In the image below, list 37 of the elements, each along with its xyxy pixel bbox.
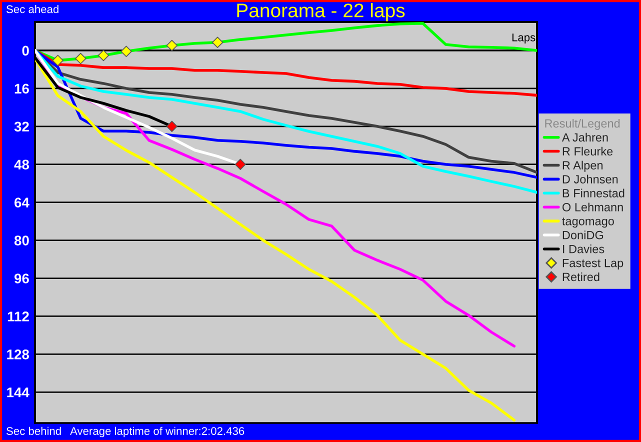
- legend-label: R Fleurke: [562, 146, 613, 156]
- y-tick-label: 64: [14, 198, 30, 208]
- y-tick-label: 32: [14, 122, 29, 132]
- legend-label: A Jahren: [562, 132, 608, 142]
- legend-label: Retired: [562, 272, 600, 282]
- legend-label: Fastest Lap: [562, 258, 624, 270]
- y-tick-label: 128: [7, 350, 30, 360]
- point: [52, 54, 64, 66]
- legend-label: O Lehmann: [562, 202, 623, 212]
- y-tick-label: 80: [14, 236, 29, 246]
- line-series: [35, 57, 516, 422]
- point: [75, 52, 86, 64]
- point: [98, 50, 110, 62]
- y-tick-label: 48: [14, 160, 30, 170]
- point: [166, 120, 178, 132]
- legend-label: I Davies: [563, 244, 604, 254]
- y-tick-label: 112: [8, 312, 29, 322]
- y-tick-label: 16: [14, 84, 29, 94]
- text: Average laptime of winner:2:02.436: [70, 426, 244, 438]
- line-series: [35, 49, 537, 97]
- point: [166, 40, 178, 52]
- y-tick-label: 0: [22, 46, 29, 56]
- x-axis-title: Laps: [512, 34, 536, 44]
- text: Sec behind: [6, 426, 61, 435]
- legend-label: DoniDG: [562, 230, 604, 240]
- point: [120, 46, 132, 58]
- y-tick-label: 144: [7, 388, 30, 398]
- legend-label: tagomago: [562, 218, 614, 228]
- legend-label: B Finnestad: [562, 188, 624, 198]
- legend-title: Result/Legend: [545, 118, 620, 130]
- legend-label: R Alpen: [562, 160, 603, 172]
- point: [212, 36, 224, 48]
- point: [234, 158, 246, 170]
- y-axis-title: Sec ahead: [6, 5, 58, 14]
- legend-label: D Johnsen: [562, 174, 618, 184]
- y-tick-label: 96: [14, 274, 29, 284]
- chart-title: Panorama - 22 laps: [237, 3, 405, 22]
